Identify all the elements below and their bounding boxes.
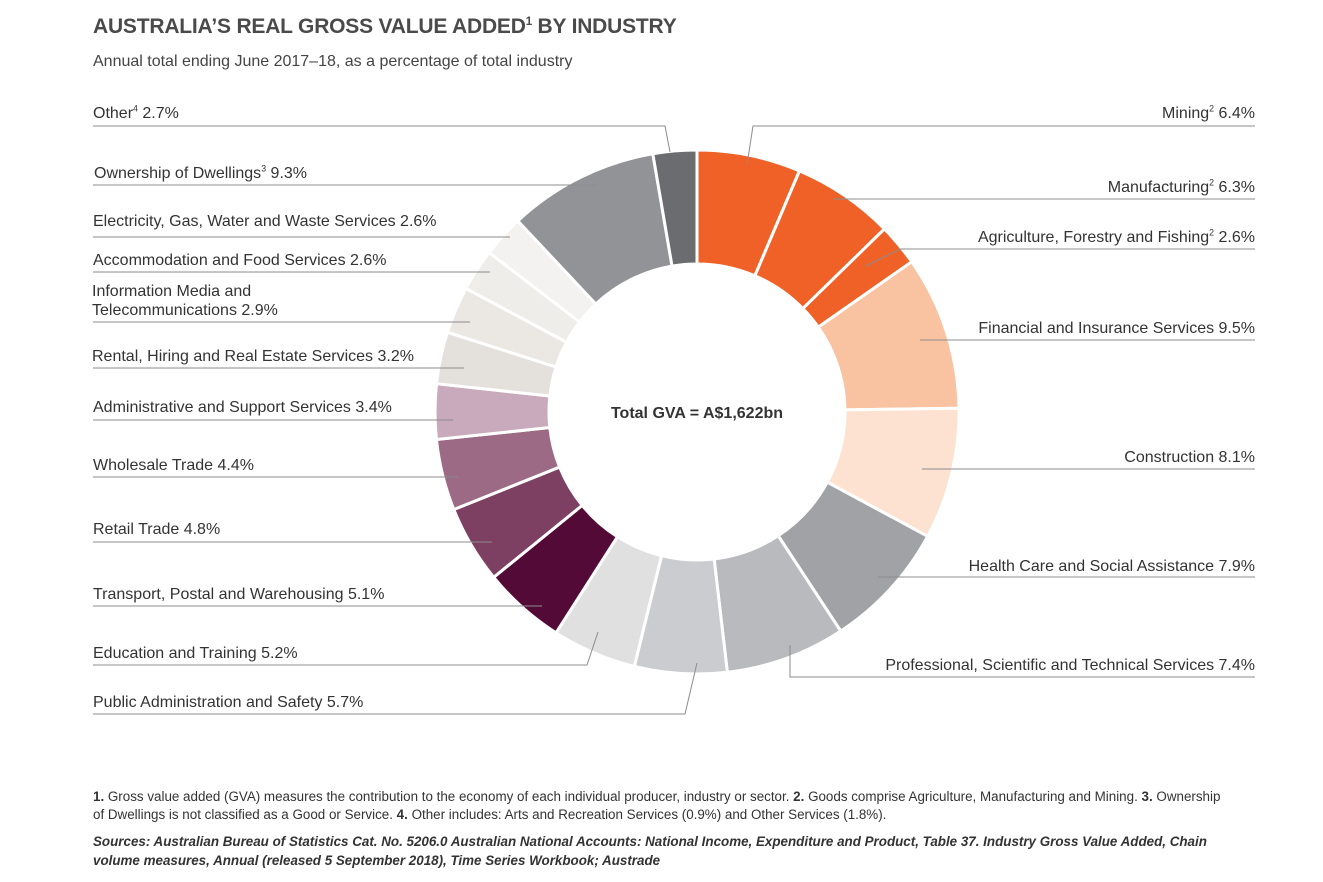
label-construction: Construction 8.1% xyxy=(1124,449,1255,466)
leader-professional xyxy=(789,645,1255,678)
leader-education xyxy=(93,631,599,666)
label-manufacturing: Manufacturing2 6.3% xyxy=(1107,177,1255,196)
leader-public-admin xyxy=(93,662,698,715)
label-accommodation: Accommodation and Food Services 2.6% xyxy=(93,252,387,269)
leader-mining xyxy=(746,125,1255,166)
sources-note: Sources: Australian Bureau of Statistics… xyxy=(93,834,1207,868)
center-total-label: Total GVA = A$1,622bn xyxy=(610,405,784,422)
donut-slices xyxy=(433,148,961,676)
leader-agriculture xyxy=(865,248,1255,267)
footnotes: 1. Gross value added (GVA) measures the … xyxy=(93,789,1221,822)
label-info-media: Information Media and Telecommunications … xyxy=(92,282,278,320)
label-professional: Professional, Scientific and Technical S… xyxy=(885,657,1255,674)
label-rental: Rental, Hiring and Real Estate Services … xyxy=(92,348,414,365)
label-administrative: Administrative and Support Services 3.4% xyxy=(93,399,392,416)
chart-title: AUSTRALIA’S REAL GROSS VALUE ADDED1 BY I… xyxy=(93,15,677,38)
label-info-media-line1: Information Media and xyxy=(92,283,252,300)
label-agriculture: Agriculture, Forestry and Fishing2 2.6% xyxy=(977,227,1255,246)
slice-other xyxy=(651,148,699,268)
label-health: Health Care and Social Assistance 7.9% xyxy=(968,558,1255,575)
chart-subtitle: Annual total ending June 2017–18, as a p… xyxy=(93,53,573,70)
label-public-admin: Public Administration and Safety 5.7% xyxy=(93,694,364,711)
label-info-media-line2: Telecommunications 2.9% xyxy=(92,302,278,319)
label-other: Other4 2.7% xyxy=(93,103,179,122)
label-financial: Financial and Insurance Services 9.5% xyxy=(978,320,1255,337)
label-mining: Mining2 6.4% xyxy=(1162,103,1255,122)
label-transport: Transport, Postal and Warehousing 5.1% xyxy=(93,586,385,603)
label-retail: Retail Trade 4.8% xyxy=(93,521,221,538)
leader-lines xyxy=(93,125,1255,715)
label-education: Education and Training 5.2% xyxy=(93,645,298,662)
leader-other xyxy=(93,125,671,153)
label-dwellings: Ownership of Dwellings3 9.3% xyxy=(94,163,308,182)
label-wholesale: Wholesale Trade 4.4% xyxy=(93,457,254,474)
label-electricity: Electricity, Gas, Water and Waste Servic… xyxy=(93,213,437,230)
